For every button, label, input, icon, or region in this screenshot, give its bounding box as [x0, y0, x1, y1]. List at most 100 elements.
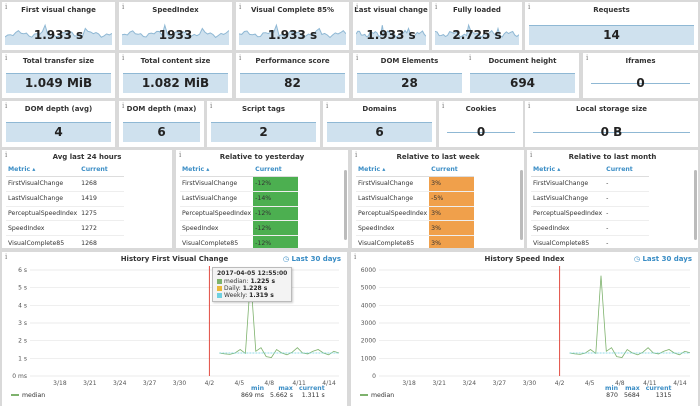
x-tick-label: 3/27 — [493, 380, 507, 387]
info-icon[interactable]: i — [239, 3, 242, 11]
history-chart[interactable]: 0 ms 1 s 2 s 3 s 4 s 5 s 6 s 3/18 3/21 3/24 3/27 3/… — [2, 252, 347, 406]
metric-current: 1419 — [79, 191, 124, 207]
x-tick-label: 4/14 — [673, 380, 687, 387]
sparkline-line — [122, 23, 229, 39]
stat-value: 6 — [375, 125, 384, 139]
legend-header-current[interactable]: current — [298, 385, 325, 392]
stat-value: 28 — [401, 76, 418, 90]
metric-current: - — [604, 235, 649, 248]
info-icon[interactable]: i — [326, 102, 329, 110]
chart-title: History First Visual Change — [120, 255, 229, 263]
info-icon[interactable]: i — [5, 3, 8, 11]
time-range-label: Last 30 days — [642, 255, 692, 263]
stat-panel-total-content-size: i Total content size 1.082 MiB — [119, 53, 232, 98]
stat-value: 1.933 s — [33, 28, 84, 42]
sparkline-area — [239, 25, 346, 45]
info-icon[interactable]: i — [435, 3, 438, 11]
table-row: LastVisualChange 1419 — [6, 191, 124, 207]
info-icon[interactable]: i — [5, 102, 8, 110]
x-tick-label: 3/21 — [83, 380, 97, 387]
time-range-link[interactable]: ◷ Last 30 days — [634, 255, 692, 263]
chart-legend: min max current median 870 5684 1315 — [357, 385, 674, 399]
stat-panel-dom-elements: i DOM Elements 28 — [353, 53, 466, 98]
legend-header-max[interactable]: max — [278, 385, 293, 392]
column-header-metric[interactable]: Metric ▴ — [531, 164, 605, 177]
column-header-current[interactable]: Current — [429, 164, 474, 177]
column-header-metric[interactable]: Metric ▴ — [6, 164, 80, 177]
stat-panel-first-visual-change: i First visual change 1.933 s — [2, 2, 115, 50]
stat-value: 1.933 s — [366, 28, 416, 42]
metric-name: LastVisualChange — [6, 191, 80, 207]
legend-header-current[interactable]: current — [645, 385, 672, 392]
column-header-current[interactable]: Current — [79, 164, 124, 177]
stat-value: 1.933 s — [267, 28, 318, 42]
info-icon[interactable]: i — [5, 151, 8, 159]
legend-series-median[interactable]: median — [357, 392, 602, 399]
metric-name: PerceptualSpeedIndex — [6, 206, 80, 222]
scrollbar[interactable] — [694, 170, 697, 240]
info-icon[interactable]: i — [5, 253, 8, 261]
metric-name: LastVisualChange — [180, 191, 254, 207]
table-panel-relative-yesterday: i Relative to yesterday Metric ▴ Current… — [176, 150, 348, 248]
info-icon[interactable]: i — [528, 3, 531, 11]
info-icon[interactable]: i — [5, 54, 8, 62]
stat-panel-iframes: i Iframes 0 — [583, 53, 698, 98]
legend-header-max[interactable]: max — [625, 385, 640, 392]
legend-header-min[interactable]: min — [251, 385, 265, 392]
metrics-table: Metric ▴ Current FirstVisualChange 3% Last… — [356, 164, 474, 248]
metric-name: LastVisualChange — [531, 191, 605, 207]
legend-swatch-daily — [217, 286, 222, 291]
info-icon[interactable]: i — [530, 151, 533, 159]
stat-value: 0 B — [600, 125, 623, 139]
info-icon[interactable]: i — [528, 102, 531, 110]
column-header-current[interactable]: Current — [253, 164, 298, 177]
info-icon[interactable]: i — [356, 54, 359, 62]
stat-title: SpeedIndex — [152, 6, 199, 14]
y-tick-label: 6000 — [361, 267, 376, 274]
info-icon[interactable]: i — [122, 3, 125, 11]
info-icon[interactable]: i — [586, 54, 589, 62]
stat-title: Last visual change — [354, 6, 428, 14]
stat-background — [123, 122, 200, 142]
history-chart[interactable]: 0 1000 2000 3000 4000 5000 6000 3/18 3/21 3/24 3/2… — [351, 252, 698, 406]
info-icon[interactable]: i — [442, 102, 445, 110]
stat-panel-dom-depth-max: i DOM depth (max) 6 — [119, 101, 204, 147]
info-icon[interactable]: i — [210, 102, 213, 110]
sparkline-line — [5, 23, 112, 38]
table-row: PerceptualSpeedIndex - — [531, 206, 649, 222]
sparkline-line — [356, 25, 426, 39]
metric-current: 3% — [429, 206, 474, 222]
stat-baseline — [591, 82, 690, 84]
legend-swatch-weekly — [217, 293, 222, 298]
y-tick-label: 4000 — [361, 302, 376, 309]
y-tick-label: 1000 — [361, 355, 376, 362]
metric-name: SpeedIndex — [6, 220, 80, 237]
info-icon[interactable]: i — [355, 151, 358, 159]
stat-title: Document height — [488, 57, 557, 65]
legend-series-median[interactable]: median — [8, 392, 238, 399]
info-icon[interactable]: i — [354, 253, 357, 261]
stat-title: Total transfer size — [22, 57, 95, 65]
stat-background — [357, 73, 462, 93]
time-range-label: Last 30 days — [291, 255, 341, 263]
legend-min: 869 ms — [241, 392, 265, 399]
sparkline — [5, 23, 112, 45]
info-icon[interactable]: i — [122, 54, 125, 62]
info-icon[interactable]: i — [469, 54, 472, 62]
legend-header-min[interactable]: min — [605, 385, 618, 392]
info-icon[interactable]: i — [179, 151, 182, 159]
stat-panel-requests: i Requests 14 — [525, 2, 698, 50]
scrollbar[interactable] — [520, 170, 523, 240]
info-icon[interactable]: i — [239, 54, 242, 62]
x-tick-label: 3/24 — [113, 380, 127, 387]
table-row: FirstVisualChange - — [531, 176, 649, 192]
time-range-link[interactable]: ◷ Last 30 days — [283, 255, 341, 263]
metric-name: LastVisualChange — [356, 191, 430, 207]
x-tick-label: 3/24 — [463, 380, 477, 387]
column-header-metric[interactable]: Metric ▴ — [180, 164, 254, 177]
scrollbar[interactable] — [344, 170, 347, 240]
column-header-current[interactable]: Current — [604, 164, 649, 177]
column-header-metric[interactable]: Metric ▴ — [356, 164, 430, 177]
info-icon[interactable]: i — [356, 3, 359, 11]
info-icon[interactable]: i — [122, 102, 125, 110]
